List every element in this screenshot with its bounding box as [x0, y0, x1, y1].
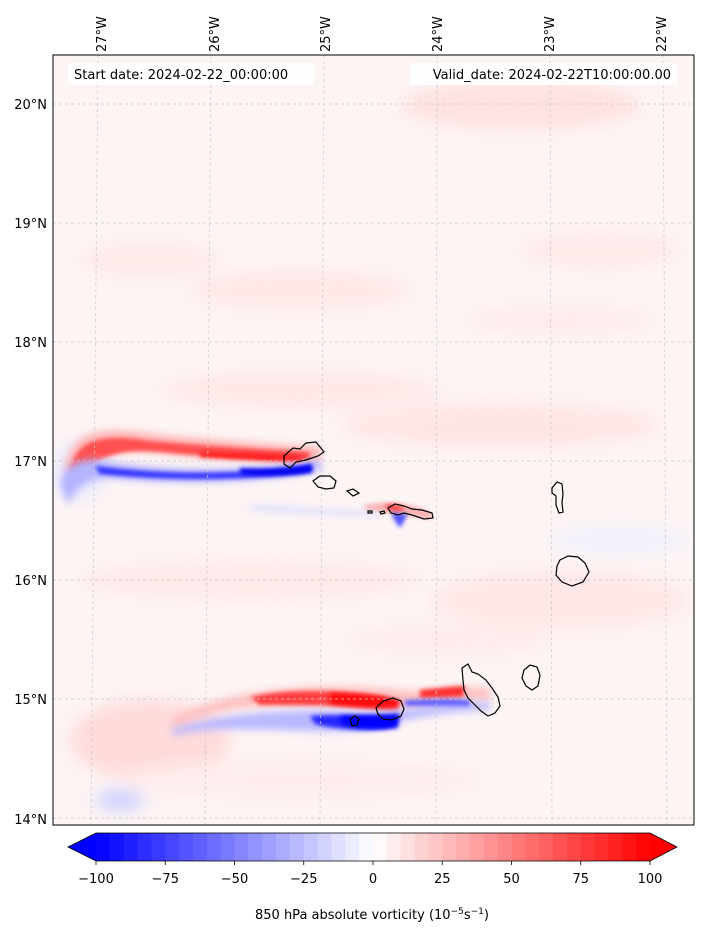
lat-label-15n: 15°N	[14, 693, 47, 708]
colorbar-bin	[622, 833, 637, 861]
colorbar-bin	[206, 833, 222, 861]
gridlines	[53, 55, 694, 825]
valid-date-box	[410, 63, 677, 85]
island-sao-nicolau	[387, 503, 434, 520]
colorbar-bin	[234, 833, 249, 861]
colorbar-bin	[414, 833, 429, 861]
colorbar-low-extend	[68, 833, 96, 861]
island-brava	[349, 715, 360, 727]
lat-label-19n: 19°N	[14, 217, 47, 232]
colorbar-bin	[594, 833, 610, 861]
colorbar-bin	[276, 833, 291, 861]
colorbar-bin	[151, 833, 166, 861]
colorbar-high-extend	[650, 833, 677, 861]
colorbar-bin	[636, 833, 651, 861]
colorbar-tick-label: 50	[503, 872, 520, 887]
colorbar-bin	[553, 833, 568, 861]
colorbar-bin	[539, 833, 554, 861]
colorbar-bin	[317, 833, 333, 861]
lat-label-17n: 17°N	[14, 455, 47, 470]
colorbar-bin	[483, 833, 499, 861]
colorbar-bin	[442, 833, 457, 861]
colorbar-tick-label: 0	[369, 872, 377, 887]
colorbar-tick-label: −50	[221, 872, 248, 887]
lat-label-20n: 20°N	[14, 98, 47, 113]
northern-wake-dipole	[60, 430, 322, 505]
colorbar-bin	[165, 833, 180, 861]
island-santo-antao	[283, 441, 325, 469]
colorbar-ticks: −100 −75 −50 −25 0 25 50 75 100	[78, 861, 662, 887]
colorbar-bin	[386, 833, 402, 861]
background-vorticity-patches	[55, 80, 690, 810]
colorbar-bin	[345, 833, 360, 861]
colorbar-bin	[400, 833, 416, 861]
colorbar-bin	[566, 833, 582, 861]
colorbar-bin	[96, 833, 111, 861]
start-date-box	[68, 63, 314, 85]
colorbar-bin	[359, 833, 374, 861]
colorbar-bin	[220, 833, 236, 861]
lat-label-18n: 18°N	[14, 336, 47, 351]
lon-label-27w: 27°W	[95, 16, 110, 52]
colorbar-bin	[511, 833, 526, 861]
colorbar-bin	[580, 833, 596, 861]
island-sal	[551, 481, 564, 514]
map-panel	[53, 55, 694, 825]
island-branco	[367, 510, 373, 514]
colorbar-bin	[608, 833, 623, 861]
colorbar-tick-label: 25	[434, 872, 451, 887]
colorbar-label: 850 hPa absolute vorticity (10−5s−1)	[255, 907, 489, 923]
longitude-labels: 27°W 26°W 25°W 24°W 23°W 22°W	[95, 16, 670, 52]
lon-label-24w: 24°W	[431, 16, 446, 52]
map-frame	[52, 54, 695, 826]
island-santa-luzia	[345, 488, 361, 497]
colorbar-bin	[289, 833, 305, 861]
island-fogo	[375, 697, 405, 721]
island-boa-vista	[555, 555, 590, 587]
colorbar: −100 −75 −50 −25 0 25 50 75 100 850 hPa absolute…	[67, 832, 678, 923]
colorbar-tick-label: 100	[638, 872, 663, 887]
colorbar-bin	[179, 833, 194, 861]
colorbar-tick-label: −75	[152, 872, 179, 887]
colorbar-bin	[248, 833, 263, 861]
coastlines	[283, 441, 590, 727]
lon-label-23w: 23°W	[543, 16, 558, 52]
island-sao-vicente	[312, 475, 337, 490]
colorbar-bin	[525, 833, 540, 861]
valid-date-text: Valid_date: 2024-02-22T10:00:00.00	[433, 68, 671, 83]
island-raso	[379, 510, 386, 515]
start-date-text: Start date: 2024-02-22_00:00:00	[74, 68, 288, 83]
southern-wake-dipole	[170, 686, 490, 735]
colorbar-bin	[262, 833, 277, 861]
colorbar-bin	[192, 833, 208, 861]
lon-label-22w: 22°W	[655, 16, 670, 52]
colorbar-bin	[373, 833, 388, 861]
colorbar-tick-label: −25	[290, 872, 317, 887]
colorbar-tick-label: 75	[572, 872, 589, 887]
colorbar-bin	[456, 833, 471, 861]
colorbar-bin	[428, 833, 443, 861]
colorbar-bins	[96, 833, 651, 861]
lon-label-26w: 26°W	[208, 16, 223, 52]
colorbar-bin	[123, 833, 139, 861]
colorbar-bin	[137, 833, 152, 861]
latitude-labels: 20°N 19°N 18°N 17°N 16°N 15°N 14°N	[14, 98, 47, 828]
colorbar-tick-label: −100	[78, 872, 114, 887]
lat-label-14n: 14°N	[14, 813, 47, 828]
lon-label-25w: 25°W	[319, 16, 334, 52]
island-santiago	[461, 663, 501, 717]
colorbar-bin	[303, 833, 319, 861]
colorbar-bin	[109, 833, 125, 861]
lat-label-16n: 16°N	[14, 574, 47, 589]
colorbar-bin	[469, 833, 485, 861]
island-maio	[521, 664, 541, 691]
colorbar-bin	[497, 833, 513, 861]
colorbar-bin	[331, 833, 346, 861]
